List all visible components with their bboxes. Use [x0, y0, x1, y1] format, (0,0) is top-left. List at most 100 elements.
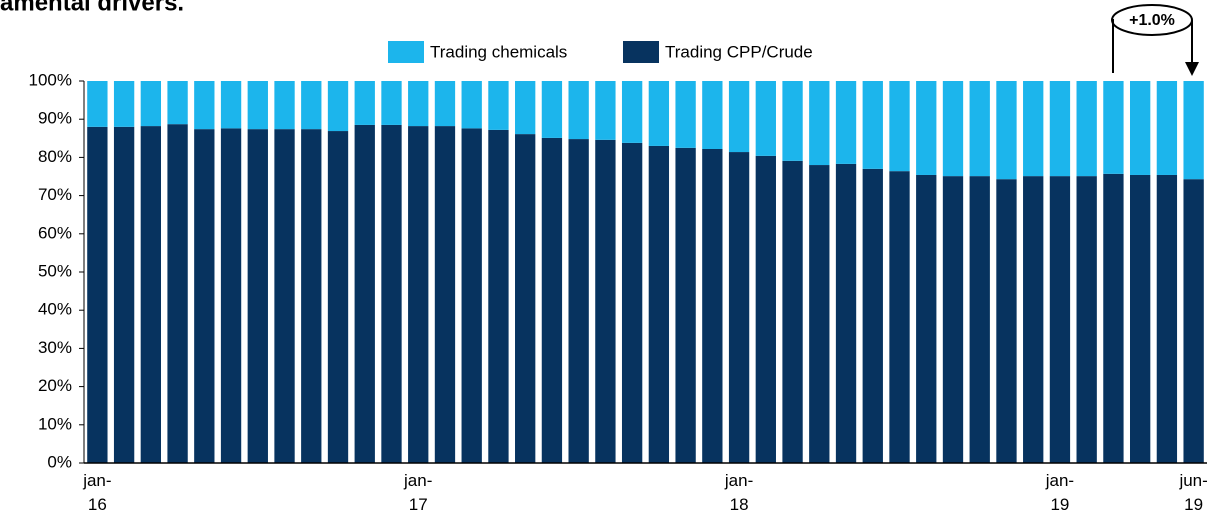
- bar-segment: [755, 81, 776, 156]
- bar-segment: [408, 81, 429, 127]
- bar-segment: [942, 81, 964, 177]
- bar-segment: [728, 152, 750, 463]
- bar-segment: [194, 81, 215, 130]
- y-tick-label: 90%: [38, 109, 72, 128]
- bar-segment: [87, 81, 108, 127]
- bar-segment: [862, 168, 883, 464]
- bar-segment: [247, 81, 268, 130]
- bar-segment: [408, 126, 429, 464]
- legend-swatch: [623, 41, 659, 63]
- annotation: +1.0%: [1111, 4, 1199, 76]
- bar-segment: [862, 81, 883, 169]
- y-tick-label: 60%: [38, 223, 72, 242]
- bar-segment: [621, 142, 643, 463]
- bar-segment: [809, 81, 830, 166]
- legend-label: Trading chemicals: [430, 42, 567, 61]
- bar-segment: [87, 126, 108, 463]
- bar-segment: [996, 179, 1017, 463]
- bar-segment: [381, 81, 402, 125]
- y-tick-label: 20%: [38, 376, 72, 395]
- bar-segment: [434, 81, 456, 127]
- bar-segment: [1049, 176, 1071, 464]
- x-tick-label: jun-19: [1178, 471, 1207, 514]
- bar-segment: [327, 131, 349, 464]
- bar-segment: [595, 139, 616, 463]
- bar-segment: [515, 134, 536, 463]
- bar-segment: [648, 81, 670, 146]
- y-tick-label: 30%: [38, 338, 72, 357]
- x-tick-label: jan-17: [403, 471, 432, 514]
- bar-segment: [916, 81, 937, 175]
- bar-segment: [996, 81, 1017, 180]
- chart-title: amental drivers.: [0, 0, 184, 16]
- bar-segment: [541, 137, 563, 463]
- bar-segment: [1049, 81, 1071, 177]
- bar-segment: [755, 155, 776, 463]
- bar-segment: [301, 129, 322, 463]
- y-tick-label: 100%: [29, 70, 72, 89]
- bar-segment: [327, 81, 349, 132]
- bar-segment: [1156, 81, 1178, 175]
- bar-segment: [1076, 81, 1097, 177]
- bar-segment: [1023, 176, 1044, 464]
- bar-segment: [488, 81, 509, 130]
- y-tick-label: 40%: [38, 300, 72, 319]
- y-tick-label: 70%: [38, 185, 72, 204]
- bar-segment: [354, 124, 375, 464]
- bar-segment: [274, 129, 295, 463]
- annotation-line: [1112, 19, 1114, 73]
- bar-segment: [220, 128, 242, 464]
- bar-segment: [1076, 176, 1097, 464]
- bar-segment: [274, 81, 295, 130]
- bar-segment: [728, 81, 750, 153]
- bar-segment: [568, 81, 589, 140]
- bar-segment: [568, 139, 589, 463]
- bar-segment: [942, 176, 964, 464]
- bar-segment: [381, 124, 402, 464]
- bar-segment: [140, 81, 162, 127]
- bar-segment: [1156, 174, 1178, 464]
- y-tick-label: 50%: [38, 261, 72, 280]
- x-tick-label: jan-18: [724, 471, 753, 514]
- bar-segment: [675, 147, 696, 463]
- bar-segment: [782, 81, 803, 161]
- bar-segment: [1129, 81, 1151, 175]
- bar-segment: [916, 174, 937, 464]
- bar-segment: [1129, 174, 1151, 464]
- bar-segment: [1183, 81, 1204, 180]
- bar-segment: [648, 145, 670, 463]
- bar-segment: [595, 81, 616, 140]
- bar-segment: [702, 81, 723, 149]
- bar-segment: [354, 81, 375, 125]
- bar-segment: [140, 126, 162, 464]
- bar-segment: [488, 129, 509, 463]
- bar-segment: [515, 81, 536, 135]
- bar-segment: [889, 171, 910, 464]
- bar-segment: [621, 81, 643, 143]
- annotation-arrowhead: [1185, 62, 1199, 76]
- bar-segment: [1023, 81, 1044, 177]
- bar-segment: [194, 129, 215, 463]
- bar-segment: [969, 81, 990, 177]
- x-tick-label: jan-19: [1045, 471, 1074, 514]
- y-tick-label: 10%: [38, 414, 72, 433]
- bar-segment: [167, 81, 188, 125]
- bar-segment: [969, 176, 990, 464]
- bar-segment: [247, 129, 268, 463]
- bar-segment: [1103, 81, 1124, 174]
- bar-segment: [1103, 173, 1124, 464]
- bar-segment: [301, 81, 322, 130]
- bar-segment: [434, 126, 456, 464]
- bar-segment: [702, 148, 723, 463]
- bar-segment: [167, 124, 188, 463]
- bar-segment: [461, 81, 482, 129]
- annotation-text: +1.0%: [1129, 12, 1175, 29]
- y-tick-label: 0%: [47, 452, 72, 471]
- bar-segment: [782, 160, 803, 463]
- bar-segment: [675, 81, 696, 148]
- bar-segment: [835, 81, 857, 164]
- bar-segment: [1183, 179, 1204, 463]
- bar-segment: [835, 163, 857, 464]
- legend-swatch: [388, 41, 424, 63]
